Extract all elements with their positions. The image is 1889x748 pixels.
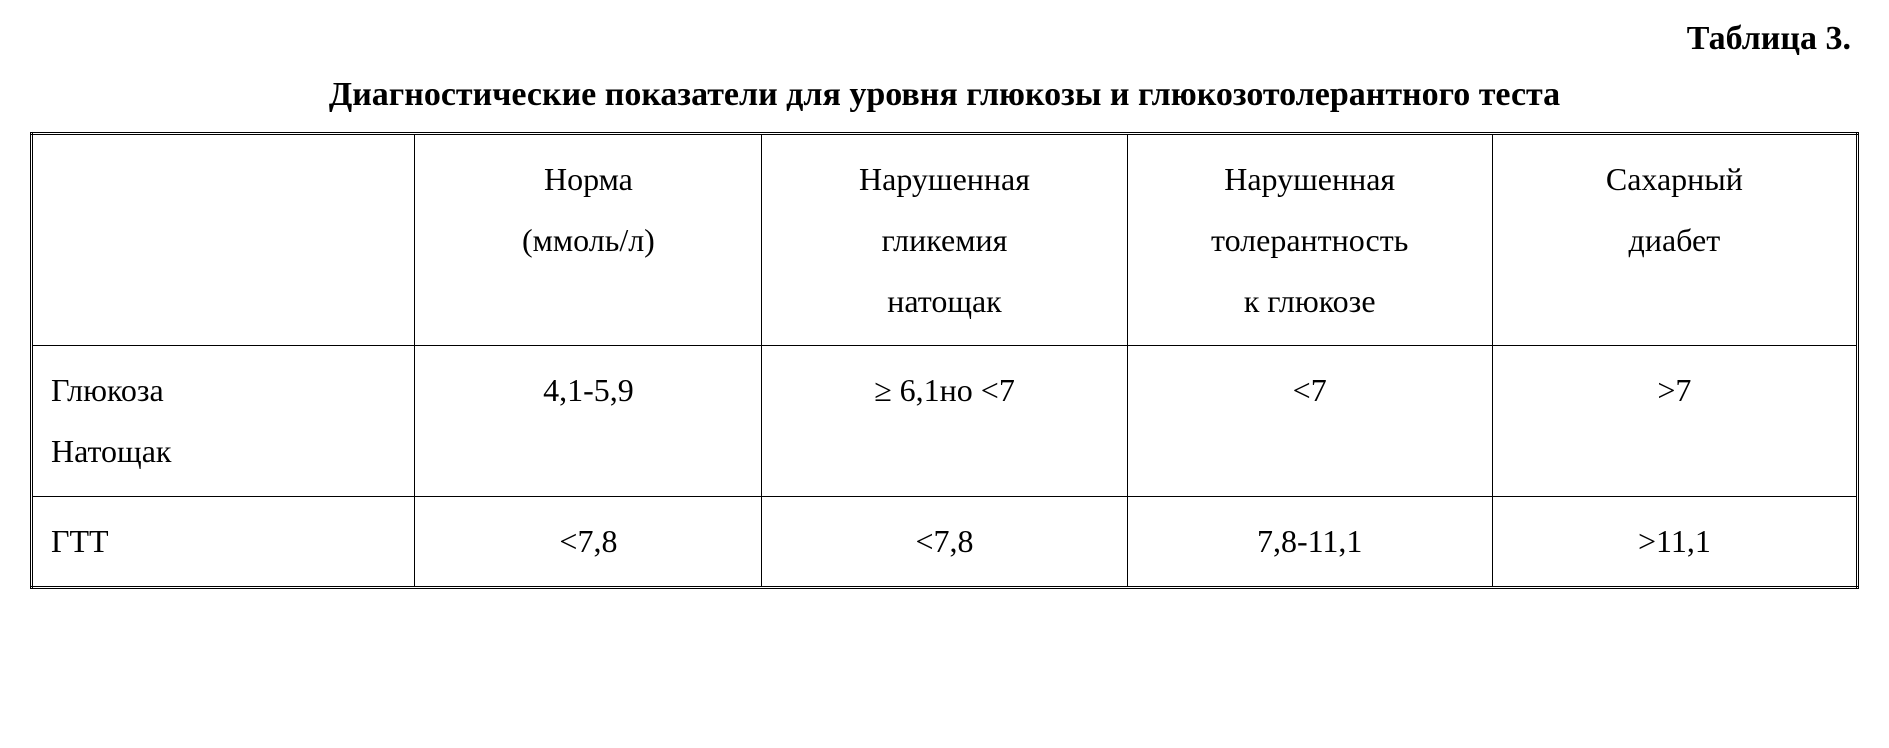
- cell-value: >7: [1492, 346, 1857, 497]
- row-label-line: Глюкоза: [51, 372, 164, 408]
- cell-value: <7,8: [415, 496, 762, 587]
- col-header-line: Сахарный: [1606, 161, 1743, 197]
- col-header-line: Норма: [544, 161, 633, 197]
- row-label-glucose-fasting: Глюкоза Натощак: [32, 346, 415, 497]
- cell-value: 7,8-11,1: [1127, 496, 1492, 587]
- cell-value: 4,1-5,9: [415, 346, 762, 497]
- col-header-line: (ммоль/л): [522, 222, 655, 258]
- cell-value: <7: [1127, 346, 1492, 497]
- cell-value: >11,1: [1492, 496, 1857, 587]
- cell-value: ≥ 6,1но <7: [762, 346, 1127, 497]
- table-number: Таблица 3.: [30, 20, 1851, 58]
- table-caption: Диагностические показатели для уровня гл…: [30, 76, 1859, 114]
- col-header-line: натощак: [887, 283, 1001, 319]
- col-header-line: гликемия: [882, 222, 1008, 258]
- row-label-line: ГТТ: [51, 523, 109, 559]
- col-header-line: диабет: [1629, 222, 1721, 258]
- col-header-line: к глюкозе: [1244, 283, 1376, 319]
- col-header-line: толерантность: [1211, 222, 1408, 258]
- table-header-row: Норма (ммоль/л) Нарушенная гликемия нато…: [32, 134, 1858, 346]
- col-header-line: Нарушенная: [1224, 161, 1395, 197]
- col-header-diabetes: Сахарный диабет: [1492, 134, 1857, 346]
- table-row: Глюкоза Натощак 4,1-5,9 ≥ 6,1но <7 <7 >7: [32, 346, 1858, 497]
- row-label-gtt: ГТТ: [32, 496, 415, 587]
- diagnostic-table: Норма (ммоль/л) Нарушенная гликемия нато…: [30, 132, 1859, 589]
- col-header-norma: Норма (ммоль/л): [415, 134, 762, 346]
- col-header-impaired-tolerance: Нарушенная толерантность к глюкозе: [1127, 134, 1492, 346]
- row-label-line: Натощак: [51, 433, 171, 469]
- cell-value: <7,8: [762, 496, 1127, 587]
- col-header-impaired-glycemia: Нарушенная гликемия натощак: [762, 134, 1127, 346]
- col-header-empty: [32, 134, 415, 346]
- col-header-line: Нарушенная: [859, 161, 1030, 197]
- table-row: ГТТ <7,8 <7,8 7,8-11,1 >11,1: [32, 496, 1858, 587]
